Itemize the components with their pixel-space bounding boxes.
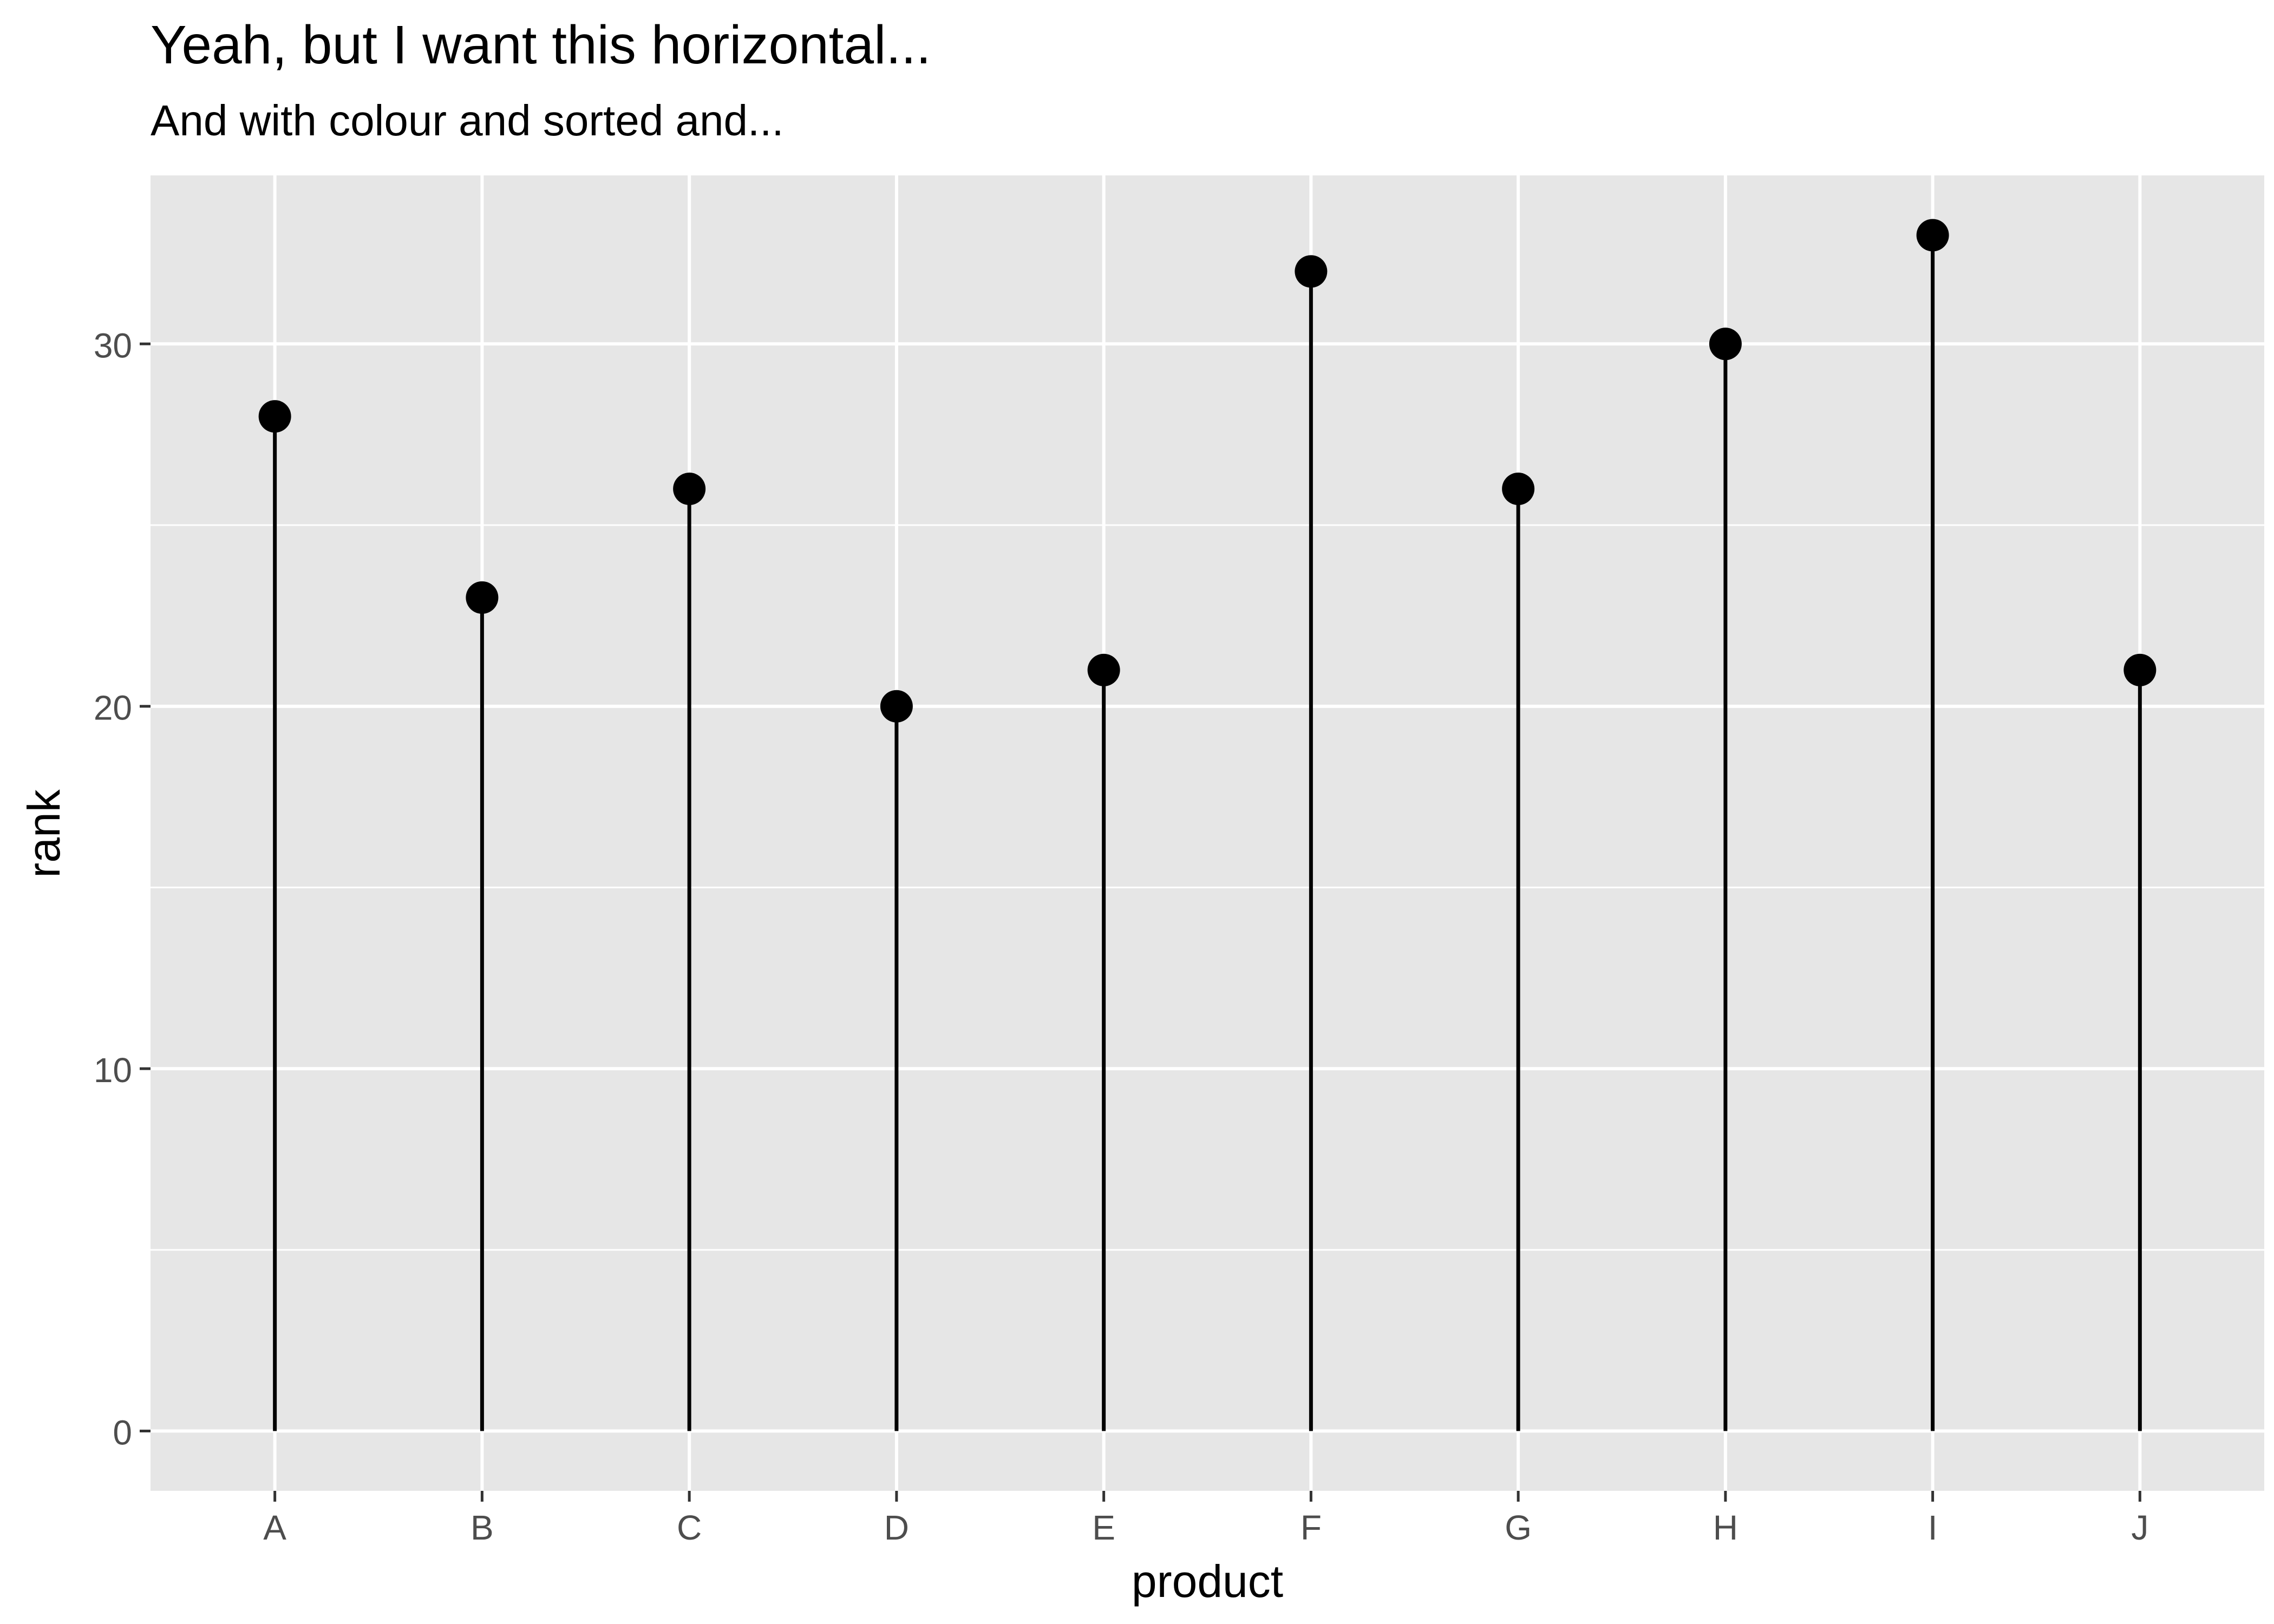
lollipop-point — [466, 581, 499, 614]
lollipop-point — [1709, 328, 1742, 361]
y-tick-label: 30 — [94, 326, 132, 365]
x-tick-label: F — [1301, 1508, 1322, 1547]
x-tick-label: D — [884, 1508, 909, 1547]
y-axis: 0 10 20 30 — [94, 326, 151, 1452]
chart-title: Yeah, but I want this horizontal... — [151, 15, 931, 75]
x-tick-label: E — [1092, 1508, 1115, 1547]
y-axis-title: rank — [18, 789, 69, 878]
x-axis-title: product — [1132, 1556, 1283, 1607]
y-tick-label: 10 — [94, 1051, 132, 1090]
x-axis: A B C D E F G H I J — [263, 1491, 2148, 1547]
y-tick-label: 0 — [113, 1413, 132, 1452]
lollipop-point — [1295, 255, 1328, 288]
major-gridlines-y — [151, 342, 2264, 1433]
x-tick-label: I — [1928, 1508, 1938, 1547]
x-tick-label: J — [2131, 1508, 2148, 1547]
x-tick-label: A — [263, 1508, 286, 1547]
plot-panel — [151, 175, 2264, 1491]
lollipop-point — [1502, 473, 1535, 506]
minor-gridlines — [151, 524, 2264, 1251]
lollipop-point — [258, 400, 291, 433]
lollipop-points — [258, 219, 2157, 723]
lollipop-point — [1916, 219, 1949, 252]
chart-subtitle: And with colour and sorted and... — [151, 96, 784, 145]
x-tick-label: B — [471, 1508, 494, 1547]
x-tick-label: C — [677, 1508, 702, 1547]
lollipop-stems — [273, 235, 2142, 1431]
lollipop-point — [673, 473, 706, 506]
lollipop-point — [1087, 653, 1120, 686]
lollipop-point — [2123, 653, 2157, 686]
lollipop-point — [880, 690, 913, 723]
x-tick-label: G — [1505, 1508, 1532, 1547]
y-tick-label: 20 — [94, 689, 132, 728]
x-tick-label: H — [1713, 1508, 1738, 1547]
